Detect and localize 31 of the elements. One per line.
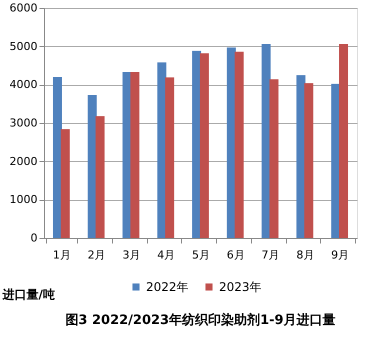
bar xyxy=(304,83,314,238)
y-tick-label: 5000 xyxy=(10,40,38,53)
x-tick-label: 3月 xyxy=(122,248,140,262)
legend-label: 2023年 xyxy=(219,280,262,294)
bar xyxy=(130,72,140,238)
bar xyxy=(262,44,271,238)
y-tick-label: 0 xyxy=(30,232,38,244)
bar xyxy=(269,79,278,238)
bar xyxy=(234,52,244,238)
y-tick-label: 2000 xyxy=(10,154,38,168)
y-tick-label: 6000 xyxy=(10,2,38,14)
bar xyxy=(96,116,105,238)
y-tick-label: 3000 xyxy=(10,116,38,130)
y-axis-title: 进口量/吨 xyxy=(2,288,55,302)
x-tick-label: 2月 xyxy=(88,248,106,262)
x-tick-label: 5月 xyxy=(192,248,210,262)
y-tick-label: 1000 xyxy=(10,193,38,206)
text: 图3 2022/2023年纺织印染助剂1-9月进口量 xyxy=(65,312,336,328)
x-tick-label: 7月 xyxy=(262,248,280,262)
x-tick-label: 1月 xyxy=(52,248,71,262)
y-tick-label: 4000 xyxy=(10,78,38,92)
x-tick-label: 4月 xyxy=(157,248,176,262)
bar xyxy=(200,53,209,238)
legend-label: 2022年 xyxy=(146,280,189,294)
bar xyxy=(339,44,348,238)
bar xyxy=(52,77,62,238)
x-tick-label: 6月 xyxy=(226,248,245,262)
x-tick-label: 8月 xyxy=(296,248,314,262)
bar xyxy=(165,77,174,238)
x-tick-label: 9月 xyxy=(331,248,350,262)
bar xyxy=(60,129,70,238)
